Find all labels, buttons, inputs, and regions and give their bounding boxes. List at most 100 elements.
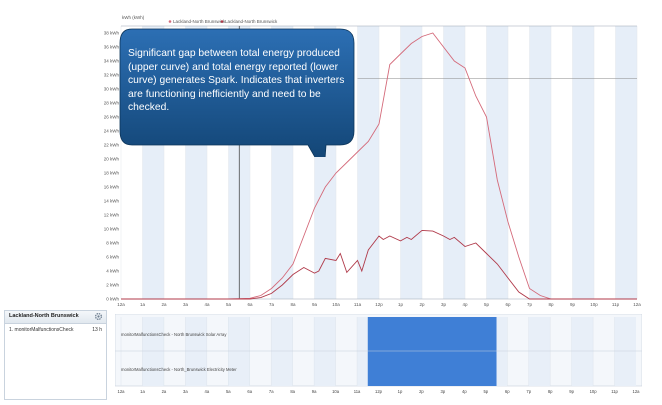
timeline-band — [528, 317, 551, 386]
legend-lower-swatch — [220, 20, 224, 23]
x-tick-label: 12a — [633, 302, 641, 307]
x-tick-label: 2a — [161, 302, 167, 307]
timeline-x-tick-label: 7p — [526, 389, 531, 394]
x-tick-label: 1p — [398, 302, 404, 307]
timeline-x-tick-label: 1p — [398, 389, 403, 394]
chart-band — [615, 26, 637, 299]
x-tick-label: 5a — [226, 302, 232, 307]
chart-band — [400, 26, 422, 299]
gear-icon[interactable] — [94, 312, 103, 321]
x-tick-label: 3p — [441, 302, 447, 307]
timeline-x-tick-label: 4a — [204, 389, 209, 394]
x-tick-label: 4a — [204, 302, 210, 307]
timeline-x-tick-label: 3p — [441, 389, 446, 394]
y-tick-label: 2 kWh — [106, 283, 119, 288]
timeline-x-tick-label: 1a — [140, 389, 145, 394]
x-tick-label: 9a — [312, 302, 318, 307]
chart-band — [443, 26, 465, 299]
timeline-x-tick-label: 4p — [462, 389, 467, 394]
y-tick-label: 6 kWh — [106, 255, 119, 260]
timeline-panel: monitorMalfunctionsCheck - North Brunswi… — [114, 313, 643, 396]
timeline-x-tick-label: 2p — [419, 389, 424, 394]
y-axis-title: kWh (kWh) — [122, 15, 145, 20]
x-tick-label: 7p — [527, 302, 533, 307]
side-panel-header: Lackland-North Brunswick — [5, 311, 106, 324]
timeline-x-tick-label: 7a — [269, 389, 274, 394]
timeline-x-tick-label: 9a — [312, 389, 317, 394]
energy-chart-svg: kWh (kWh) Lackland-North Brunswick Lackl… — [104, 15, 641, 307]
series-upper-line — [121, 32, 637, 300]
y-tick-label: 26 kWh — [104, 115, 119, 120]
x-tick-label: 10a — [332, 302, 340, 307]
side-panel: Lackland-North Brunswick 1. monitorMalfu… — [4, 310, 107, 400]
timeline-band — [571, 317, 594, 386]
y-tick-label: 38 kWh — [104, 31, 119, 36]
y-tick-label: 34 kWh — [104, 59, 119, 64]
y-tick-label: 30 kWh — [104, 87, 119, 92]
timeline-band — [614, 317, 636, 386]
timeline-x-tick-label: 8a — [290, 389, 295, 394]
timeline-x-tick-label: 9p — [569, 389, 574, 394]
x-tick-label: 5p — [484, 302, 490, 307]
x-tick-label: 7a — [269, 302, 275, 307]
legend-upper-swatch — [168, 20, 172, 23]
y-tick-label: 4 kWh — [106, 269, 119, 274]
timeline-x-tick-label: 10a — [332, 389, 340, 394]
timeline-x-tick-label: 2a — [162, 389, 167, 394]
timeline-x-tick-label: 6p — [505, 389, 510, 394]
timeline-x-tick-label: 3a — [183, 389, 188, 394]
energy-chart: kWh (kWh) Lackland-North Brunswick Lackl… — [104, 12, 644, 310]
timeline-band — [271, 317, 293, 386]
x-tick-label: 11a — [354, 302, 362, 307]
callout-bubble: Significant gap between total energy pro… — [118, 27, 358, 157]
timeline-band — [314, 317, 336, 386]
x-tick-label: 12p — [375, 302, 383, 307]
timeline-highlight[interactable] — [367, 317, 497, 386]
y-tick-label: 22 kWh — [104, 143, 119, 148]
y-tick-label: 18 kWh — [104, 171, 119, 176]
x-tick-label: 6a — [247, 302, 253, 307]
y-tick-label: 36 kWh — [104, 45, 119, 50]
callout-text: Significant gap between total energy pro… — [128, 48, 345, 114]
y-tick-label: 12 kWh — [104, 213, 119, 218]
x-tick-label: 9p — [570, 302, 576, 307]
timeline-band — [142, 317, 164, 386]
timeline-x-tick-label: 5a — [226, 389, 231, 394]
y-tick-label: 20 kWh — [104, 157, 119, 162]
x-tick-label: 8p — [548, 302, 554, 307]
timeline-x-tick-label: 12p — [375, 389, 383, 394]
side-panel-row[interactable]: 1. monitorMalfunctionsCheck 13 h — [5, 324, 106, 334]
x-tick-label: 1a — [140, 302, 146, 307]
x-tick-label: 6p — [505, 302, 511, 307]
timeline-row-label: monitorMalfunctionsCheck - North_Brunswi… — [121, 367, 237, 372]
y-tick-label: 10 kWh — [104, 227, 119, 232]
x-tick-label: 12a — [117, 302, 125, 307]
timeline-x-tick-label: 6a — [247, 389, 252, 394]
timeline-row-label: monitorMalfunctionsCheck - North Brunswi… — [121, 332, 227, 337]
timeline-svg: monitorMalfunctionsCheck - North Brunswi… — [114, 313, 643, 394]
timeline-x-tick-label: 10p — [590, 389, 598, 394]
x-tick-label: 10p — [590, 302, 598, 307]
timeline-band — [185, 317, 207, 386]
chart-band — [572, 26, 594, 299]
x-tick-label: 2p — [419, 302, 425, 307]
x-tick-label: 11p — [612, 302, 620, 307]
chart-band — [529, 26, 551, 299]
timeline-x-tick-label: 8p — [548, 389, 553, 394]
legend: Lackland-North Brunswick Lackland-North … — [168, 19, 278, 24]
series-lower-line — [121, 229, 637, 300]
y-tick-label: 14 kWh — [104, 199, 119, 204]
timeline-x-tick-label: 12a — [633, 389, 641, 394]
y-tick-label: 28 kWh — [104, 101, 119, 106]
timeline-x-tick-label: 11a — [354, 389, 361, 394]
chart-band — [357, 26, 379, 299]
x-tick-label: 8a — [290, 302, 296, 307]
x-tick-label: 3a — [183, 302, 189, 307]
chart-band — [486, 26, 508, 299]
y-tick-label: 8 kWh — [106, 241, 119, 246]
y-tick-label: 16 kWh — [104, 185, 119, 190]
x-tick-label: 4p — [462, 302, 468, 307]
timeline-x-tick-label: 12a — [118, 389, 126, 394]
rule-duration: 13 h — [92, 327, 102, 333]
callout-shape — [119, 28, 355, 157]
